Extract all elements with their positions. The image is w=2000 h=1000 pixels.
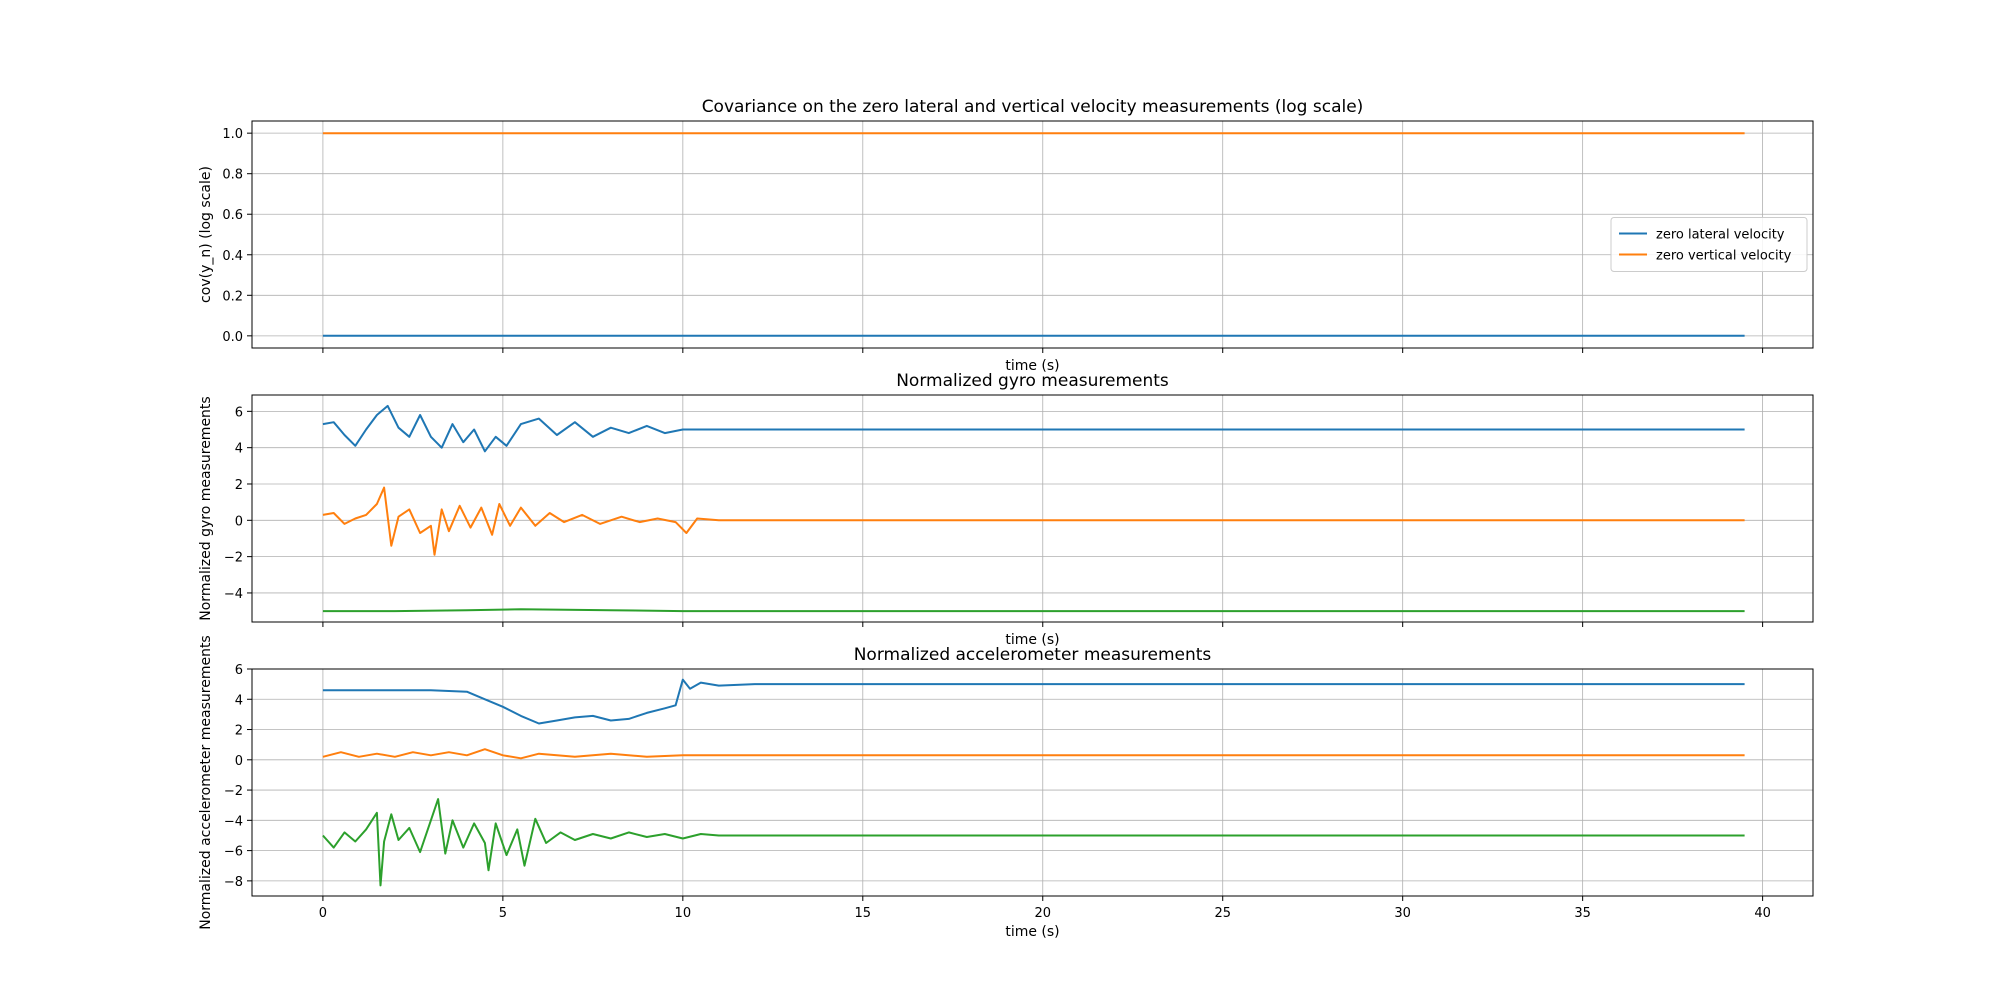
y-tick-label: 0.8 xyxy=(222,168,243,183)
y-tick-label: −4 xyxy=(224,814,243,829)
subplot-title: Covariance on the zero lateral and verti… xyxy=(702,97,1364,117)
axes-frame xyxy=(251,120,1814,349)
legend-label: zero lateral velocity xyxy=(1656,228,1785,243)
y-axis-label: Normalized accelerometer measurements xyxy=(198,635,214,929)
series-line-1 xyxy=(322,404,1745,453)
x-axis-label: time (s) xyxy=(1005,924,1059,940)
x-tick-label: 5 xyxy=(499,906,507,921)
legend-label: zero vertical velocity xyxy=(1656,249,1792,264)
series-line-1 xyxy=(322,678,1745,725)
legend: zero lateral velocity zero vertical veloc… xyxy=(1610,217,1808,272)
y-tick-label: −4 xyxy=(224,587,243,602)
x-tick-label: 10 xyxy=(675,906,692,921)
y-axis-label: cov(y_n) (log scale) xyxy=(198,166,214,303)
subplot-title: Normalized accelerometer measurements xyxy=(854,645,1212,665)
y-tick-label: 6 xyxy=(235,663,243,678)
y-tick-label: 2 xyxy=(235,724,243,739)
y-axis-label: Normalized gyro measurements xyxy=(198,396,214,620)
subplot-2: −4 −2 0 2 4 6 Normalized gyro measurements time… xyxy=(198,371,1814,648)
subplot-3: 0 5 10 15 20 25 30 35 40 −8 −6 −4 −2 0 2 4 6 Normalized a… xyxy=(198,635,1814,940)
y-tick-label: 0.4 xyxy=(222,249,243,264)
y-tick-label: −2 xyxy=(224,784,243,799)
y-tick-label: 0 xyxy=(235,514,243,529)
x-axis-label: time (s) xyxy=(1005,632,1059,648)
y-tick-label: 0.6 xyxy=(222,208,243,223)
axes-frame xyxy=(251,668,1814,897)
x-tick-label: 15 xyxy=(855,906,872,921)
y-tick-label: 0.2 xyxy=(222,289,243,304)
x-tick-label: 35 xyxy=(1574,906,1591,921)
y-tick-label: −6 xyxy=(224,845,243,860)
series-line-2 xyxy=(322,748,1745,760)
x-tick-label: 25 xyxy=(1214,906,1231,921)
y-tick-label: 2 xyxy=(235,478,243,493)
series-line-3 xyxy=(322,798,1745,887)
axes-frame xyxy=(251,394,1814,623)
series-line-2 xyxy=(322,486,1745,556)
x-tick-label: 0 xyxy=(319,906,327,921)
subplot-title: Normalized gyro measurements xyxy=(896,371,1169,391)
x-tick-label: 20 xyxy=(1034,906,1051,921)
y-tick-label: −8 xyxy=(224,875,243,890)
y-tick-label: 1.0 xyxy=(222,127,243,142)
y-tick-label: 4 xyxy=(235,693,243,708)
legend-box xyxy=(1610,217,1808,272)
x-tick-label: 30 xyxy=(1394,906,1411,921)
y-tick-label: 6 xyxy=(235,405,243,420)
y-tick-label: 0 xyxy=(235,754,243,769)
subplot-1: 0.0 0.2 0.4 0.6 0.8 1.0 Covariance on the zero… xyxy=(198,97,1814,374)
y-tick-label: 4 xyxy=(235,442,243,457)
x-tick-label: 40 xyxy=(1754,906,1771,921)
series-line-3 xyxy=(322,608,1745,613)
y-tick-label: 0.0 xyxy=(222,330,243,345)
y-tick-label: −2 xyxy=(224,551,243,566)
x-axis-label: time (s) xyxy=(1005,358,1059,374)
